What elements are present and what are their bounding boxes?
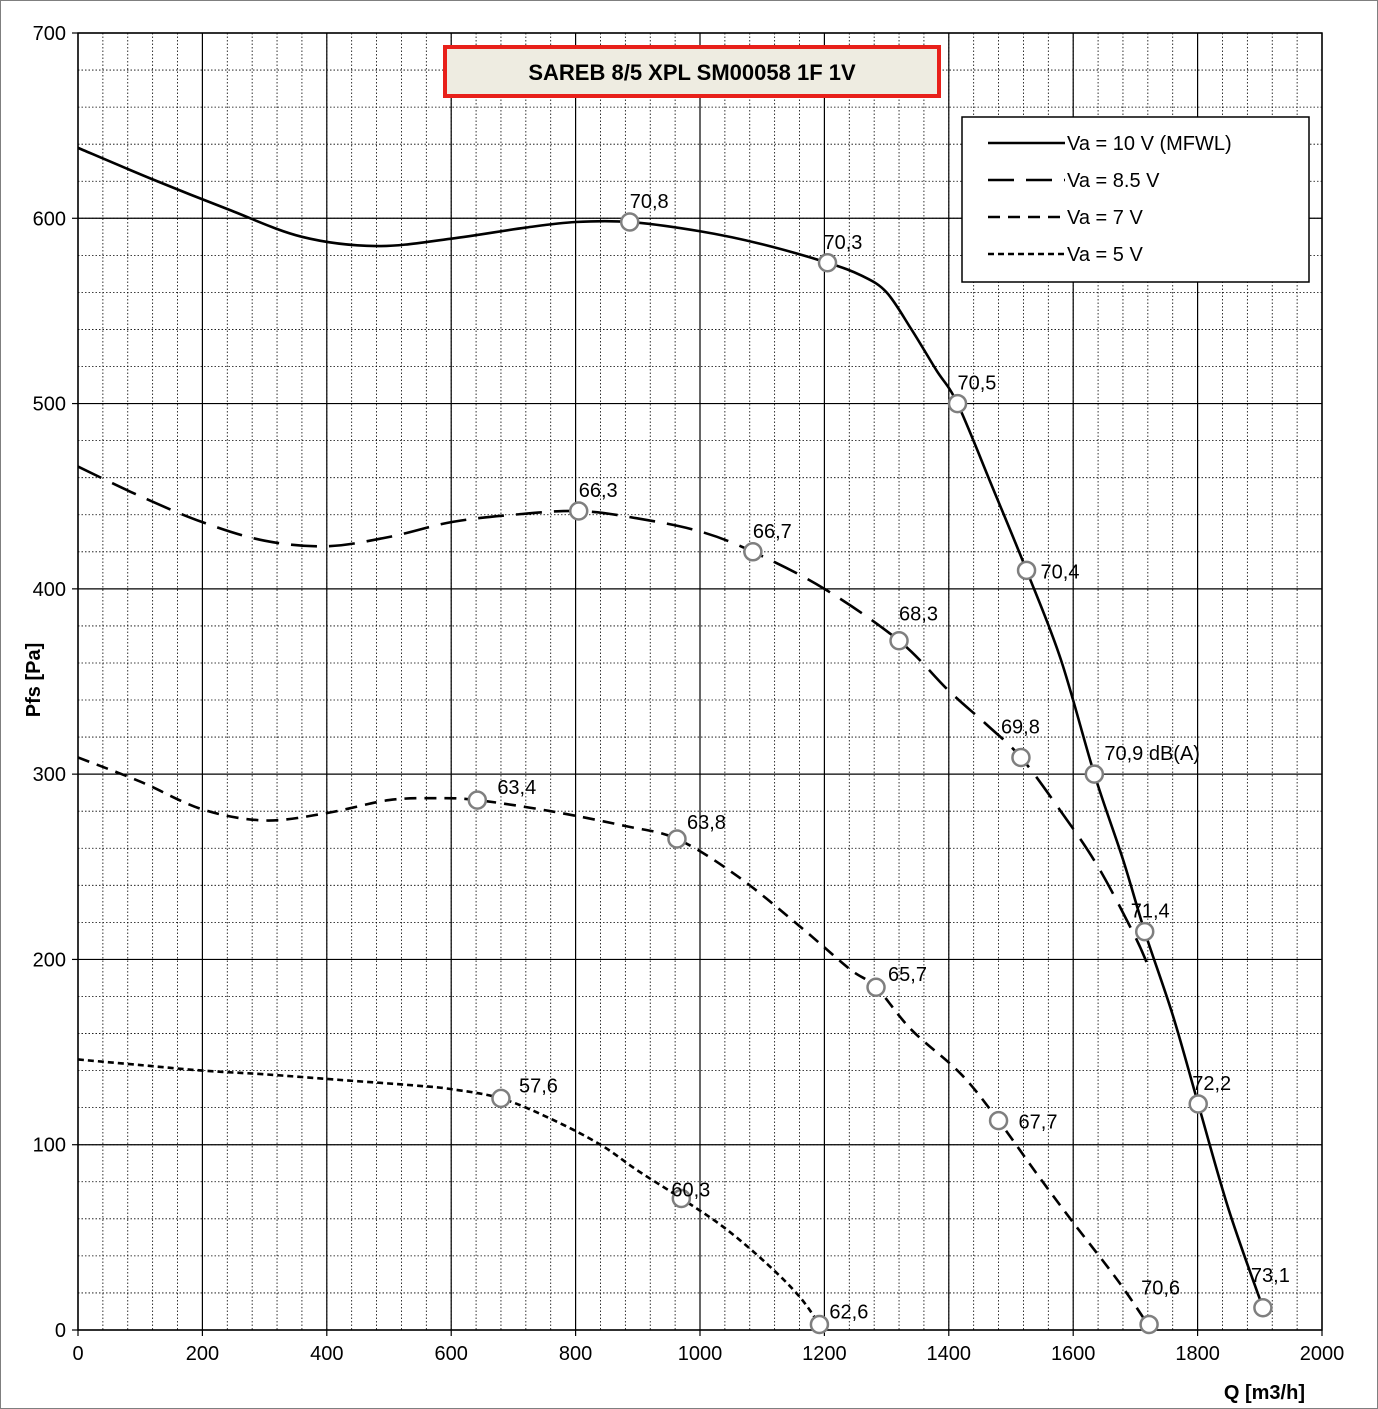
y-tick-label: 100 [33,1135,66,1157]
y-tick-label: 0 [55,1320,66,1342]
data-point-label: 70,6 [1141,1277,1180,1299]
y-tick-label: 700 [33,23,66,45]
data-point-label: 70,9 dB(A) [1104,743,1200,765]
chart-title: SAREB 8/5 XPL SM00058 1F 1V [528,60,856,85]
chart-title-box: SAREB 8/5 XPL SM00058 1F 1V [443,45,941,98]
x-tick-label: 1000 [678,1343,723,1365]
data-point-label: 60,3 [671,1179,710,1201]
data-point-label: 66,7 [753,521,792,543]
data-point-marker [817,253,838,273]
data-point-marker [1139,1314,1159,1335]
data-point-marker [1253,1298,1273,1318]
data-point-marker [667,829,687,849]
data-point-marker [1188,1094,1208,1114]
x-tick-label: 1600 [1051,1343,1096,1365]
data-point-marker [1011,747,1031,768]
y-tick-label: 400 [33,579,66,601]
series-line [77,1058,821,1326]
data-point-marker [889,630,909,651]
x-tick-label: 1200 [802,1343,847,1365]
data-point-label: 72,2 [1192,1073,1231,1095]
x-tick-label: 600 [435,1343,468,1365]
data-point-label: 68,3 [899,604,938,626]
data-point-marker [491,1088,511,1109]
data-point-label: 57,6 [519,1075,558,1097]
data-point-marker [743,542,763,562]
x-tick-label: 2000 [1300,1343,1345,1365]
data-point-label: 67,7 [1019,1112,1058,1134]
data-point-label: 66,3 [579,480,618,502]
data-point-marker [467,790,488,810]
data-point-label: 70,8 [630,191,669,213]
y-tick-label: 500 [33,394,66,416]
y-axis-ticks: 0 100 200 300 400 500 600 700 [33,23,78,1342]
series-markers: 70,8 70,3 70,5 70,4 70,9 dB(A) 71,4 72,2 73,1 66… [467,191,1290,1335]
y-axis-title: Pfs [Pa] [23,643,45,717]
data-point-label: 63,8 [687,812,726,834]
data-point-label: 73,1 [1251,1265,1290,1287]
legend-label: Va = 10 V (MFWL) [1067,133,1232,155]
legend: Va = 10 V (MFWL) Va = 8.5 V Va = 7 V Va = 5… [961,116,1310,283]
x-tick-label: 400 [310,1343,343,1365]
data-point-label: 69,8 [1001,716,1040,738]
data-point-label: 65,7 [888,964,927,986]
legend-label: Va = 5 V [1067,244,1143,266]
legend-label: Va = 8.5 V [1067,170,1160,192]
x-tick-label: 200 [186,1343,219,1365]
x-axis-title: Q [m3/h] [1224,1382,1305,1404]
data-point-label: 70,5 [958,373,997,395]
y-tick-label: 200 [33,949,66,971]
data-point-marker [1134,921,1155,942]
data-point-marker [988,1110,1009,1131]
data-point-marker [619,212,640,232]
data-point-marker [568,501,589,521]
data-point-label: 71,4 [1131,901,1170,923]
data-point-label: 70,4 [1041,561,1080,583]
y-tick-label: 600 [33,208,66,230]
x-tick-label: 0 [72,1343,83,1365]
data-point-marker [866,977,886,997]
data-point-marker [1016,560,1037,581]
data-point-label: 63,4 [497,777,536,799]
x-axis-ticks: 0 200 400 600 800 1000 1200 1400 1600 1800 2000 [72,1330,1344,1365]
x-tick-label: 1400 [927,1343,972,1365]
data-point-label: 62,6 [829,1301,868,1323]
data-point-marker [671,1188,692,1209]
series-line [77,756,1149,1326]
chart-title-frame [443,45,941,98]
data-point-marker [809,1314,830,1335]
data-point-label: 70,3 [824,232,863,254]
legend-label: Va = 7 V [1067,207,1143,229]
y-tick-label: 300 [33,764,66,786]
data-point-marker [947,393,968,414]
x-tick-label: 1800 [1175,1343,1220,1365]
series-line [77,465,1151,970]
x-tick-label: 800 [559,1343,592,1365]
data-point-marker [1084,764,1105,784]
